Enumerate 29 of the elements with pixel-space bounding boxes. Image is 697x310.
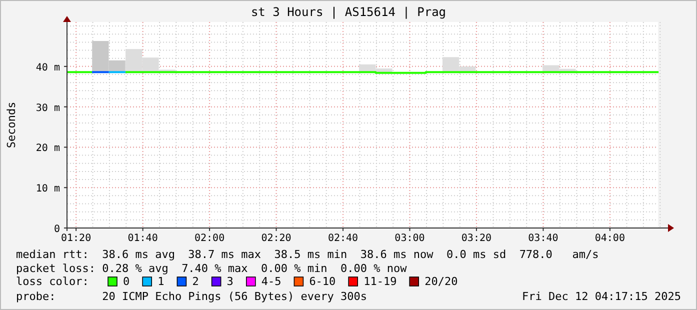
x-tick-label: 02:40 xyxy=(328,233,358,244)
x-tick-label: 03:00 xyxy=(394,233,425,244)
text: probe: 20 ICMP Echo Pings (56 Bytes) every 300s xyxy=(16,290,367,303)
x-tick-label: 03:40 xyxy=(528,233,558,244)
y-tick-label: 10 m xyxy=(36,184,60,195)
x-tick-label: 01:40 xyxy=(128,233,158,244)
legend-label: 1 xyxy=(158,275,164,288)
legend-label: 11-19 xyxy=(364,275,397,288)
legend-label: 0 xyxy=(123,275,130,288)
y-tick-label: 20 m xyxy=(36,143,60,154)
legend-label: 3 xyxy=(226,275,234,288)
text: median rtt: 38.6 ms avg 38.7 ms max 38.5 ms min 38.6 ms now 0.0 ms sd 778.0 am/s xyxy=(16,248,599,261)
legend-label: 2 xyxy=(192,275,199,288)
legend-label: 20/20 xyxy=(424,275,458,288)
legend-label: 4-5 xyxy=(261,275,282,288)
x-tick-label: 04:00 xyxy=(594,233,625,244)
text: packet loss: 0.28 % avg 7.40 % max 0.00 % min 0.00 % now xyxy=(16,262,408,275)
y-tick-label: 30 m xyxy=(36,102,60,114)
x-tick-label: 01:20 xyxy=(61,233,92,244)
legend-title: loss color: xyxy=(16,275,89,288)
x-tick-label: 02:00 xyxy=(194,233,225,244)
x-tick-label: 02:20 xyxy=(261,233,292,244)
y-tick-label: 40 m xyxy=(36,62,60,74)
legend-label: 6-10 xyxy=(309,275,336,288)
chart-title: st 3 Hours | AS15614 | Prag xyxy=(250,5,446,19)
x-tick-label: 03:20 xyxy=(461,233,492,244)
y-tick-label: 0 xyxy=(54,224,60,235)
text: Fri Dec 12 04:17:15 2025 xyxy=(522,290,681,303)
y-axis-title: Seconds xyxy=(5,102,18,148)
